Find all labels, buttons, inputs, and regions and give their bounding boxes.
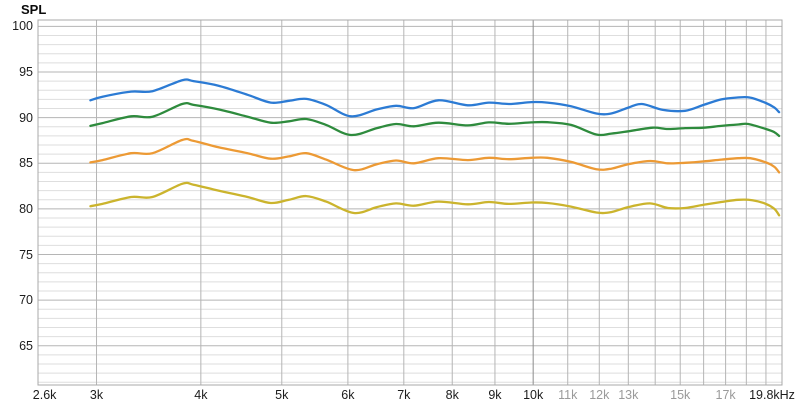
y-axis-title: SPL: [21, 2, 47, 17]
trace-4-yellow: [89, 181, 781, 217]
y-axis-label: 95: [19, 65, 33, 79]
x-axis-label: 2.6k: [32, 388, 57, 402]
plot-border: [37, 19, 783, 386]
x-axis-label: 4k: [194, 388, 208, 402]
trace-1-blue: [89, 78, 781, 118]
trace-2-green: [89, 101, 781, 138]
x-axis-label: 6k: [341, 388, 355, 402]
y-axis-label: 85: [19, 156, 33, 171]
x-axis-label: 8k: [445, 388, 459, 402]
y-axis-label: 80: [19, 201, 33, 216]
y-axis-label: 65: [19, 338, 33, 353]
y-axis-label: 70: [19, 293, 33, 308]
y-axis-label: 100: [12, 19, 33, 34]
y-axis-label: 90: [19, 110, 33, 125]
x-axis-label: 3k: [89, 388, 104, 402]
x-axis-label: 12k: [589, 388, 610, 402]
x-axis-label: 13k: [618, 388, 639, 402]
y-axis-label: 75: [19, 247, 33, 262]
trace-3-orange: [89, 137, 781, 174]
x-axis-label: 10k: [523, 388, 544, 402]
x-axis-label: 15k: [670, 388, 691, 402]
x-axis-label: 7k: [397, 388, 411, 402]
x-axis-label: 5k: [275, 388, 289, 402]
x-axis-label: 19.8kHz: [749, 388, 795, 402]
x-axis-label: 9k: [488, 388, 502, 402]
x-axis-label: 17k: [715, 388, 736, 402]
x-axis-label: 11k: [558, 388, 578, 402]
